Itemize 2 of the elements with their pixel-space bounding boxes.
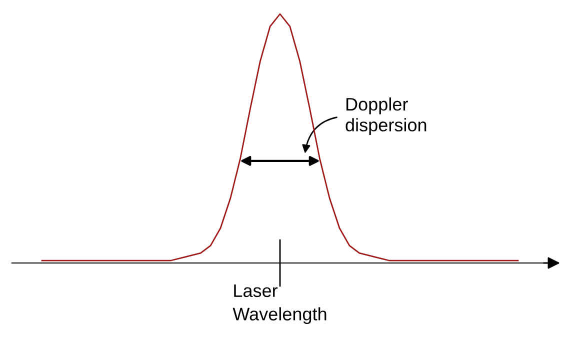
text: Laser Wavelength [232, 284, 326, 324]
annotation: Doppler dispersion [346, 97, 426, 135]
